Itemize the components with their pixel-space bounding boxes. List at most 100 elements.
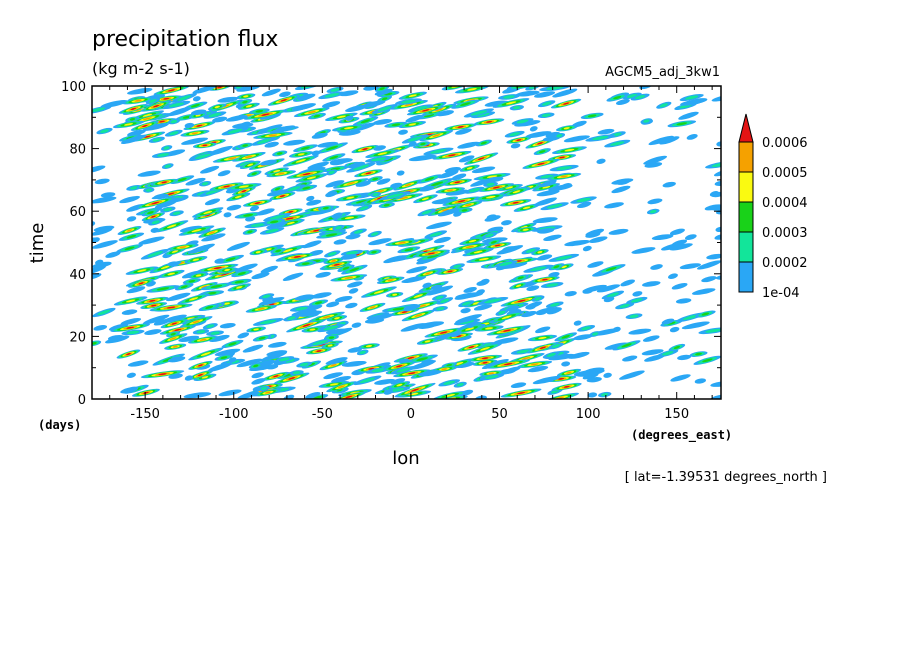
- precip-cell: [239, 160, 261, 170]
- precip-cell: [422, 282, 432, 289]
- precip-cell: [525, 301, 543, 309]
- precip-cell: [331, 212, 343, 219]
- precip-cell: [442, 178, 472, 186]
- precip-cell: [161, 163, 174, 169]
- precip-cell: [402, 251, 425, 260]
- precip-cell: [534, 91, 556, 98]
- precip-cell: [132, 388, 160, 397]
- precip-cell: [510, 348, 536, 355]
- precip-cell: [166, 292, 191, 302]
- precip-cell: [577, 201, 592, 209]
- precip-cell: [382, 361, 416, 372]
- precip-cell: [188, 151, 218, 161]
- precip-cell: [705, 161, 721, 169]
- precip-cell: [556, 125, 578, 132]
- precip-cell: [533, 197, 557, 207]
- precip-cell: [616, 179, 631, 185]
- precip-cell: [549, 164, 579, 172]
- precip-cell: [217, 170, 231, 177]
- precip-cell: [693, 355, 721, 365]
- precip-cell: [116, 349, 141, 359]
- precip-cell: [563, 135, 590, 143]
- precip-cell: [226, 204, 242, 211]
- precip-cell: [493, 337, 519, 345]
- precip-cell: [266, 364, 279, 370]
- x-axis-ticks: -150 -100 -50 0 50 100 150: [109, 86, 713, 422]
- precip-cell: [116, 244, 143, 253]
- precip-cell: [221, 127, 249, 136]
- precip-cell: [100, 192, 116, 198]
- y-axis-ticks: 0 20 40 60 80 100: [61, 80, 721, 408]
- precip-cell: [237, 98, 253, 106]
- precip-cell: [709, 190, 720, 197]
- precip-cell: [270, 185, 285, 193]
- precip-cell: [515, 90, 540, 97]
- precip-cell: [319, 360, 348, 371]
- precip-cell: [371, 104, 398, 114]
- precip-cell: [365, 149, 400, 158]
- precip-cell: [424, 230, 448, 239]
- precip-cell: [445, 189, 470, 196]
- precip-cell: [217, 96, 239, 103]
- precip-cell: [135, 197, 176, 209]
- precip-cell: [92, 307, 116, 318]
- precip-cell: [208, 103, 227, 111]
- precip-cell: [444, 332, 473, 340]
- precip-cell: [504, 130, 525, 138]
- precip-cell: [163, 197, 182, 204]
- precip-cell: [207, 362, 233, 372]
- precip-cell: [335, 194, 365, 202]
- precip-cell: [376, 178, 391, 185]
- precip-cell: [140, 302, 168, 310]
- precip-cell: [715, 208, 721, 215]
- precip-cell: [632, 291, 643, 297]
- precip-cell: [425, 221, 452, 230]
- precip-cell: [322, 101, 341, 108]
- precip-cell: [531, 249, 549, 256]
- precip-cell: [608, 228, 629, 235]
- precip-cell: [345, 115, 354, 121]
- precip-cell: [243, 109, 287, 120]
- precip-cell: [444, 166, 461, 173]
- precip-cell: [145, 97, 161, 105]
- precip-cell: [188, 272, 209, 279]
- precip-cell: [158, 333, 188, 344]
- precip-cell: [238, 102, 260, 110]
- precip-cell: [317, 323, 345, 333]
- precip-cell: [252, 318, 284, 326]
- precip-cell: [640, 118, 653, 124]
- x-tick-label: 50: [491, 407, 508, 422]
- precip-cell: [500, 295, 543, 307]
- precip-cell: [259, 359, 276, 366]
- precip-cell: [495, 309, 509, 316]
- precip-cell: [577, 324, 596, 332]
- precip-cell: [249, 205, 260, 212]
- precip-cell: [356, 349, 369, 356]
- precip-cell: [92, 265, 106, 275]
- precip-cell: [182, 278, 201, 285]
- precip-cell: [561, 361, 571, 367]
- precip-cell: [647, 198, 663, 205]
- precip-cell: [345, 302, 358, 309]
- precip-cell: [354, 169, 383, 178]
- precip-cell: [264, 141, 279, 148]
- precip-cell: [348, 288, 359, 294]
- precip-cell: [432, 294, 447, 301]
- precip-cell: [668, 273, 678, 280]
- y-tick-label: 0: [78, 393, 86, 408]
- precip-cell: [464, 152, 499, 165]
- precip-cell: [245, 305, 277, 313]
- precip-cell: [405, 114, 425, 123]
- precip-cell: [346, 162, 376, 173]
- precip-cell: [187, 370, 214, 380]
- precip-cell: [232, 186, 256, 196]
- precip-cell: [264, 167, 289, 175]
- precip-cell: [459, 237, 486, 246]
- precip-cell: [684, 234, 697, 240]
- precip-cell: [242, 228, 258, 235]
- precip-cell: [321, 260, 353, 269]
- precip-cell: [157, 269, 185, 278]
- precip-cell: [347, 281, 363, 288]
- precip-cell: [360, 286, 397, 298]
- precip-cell: [140, 370, 185, 379]
